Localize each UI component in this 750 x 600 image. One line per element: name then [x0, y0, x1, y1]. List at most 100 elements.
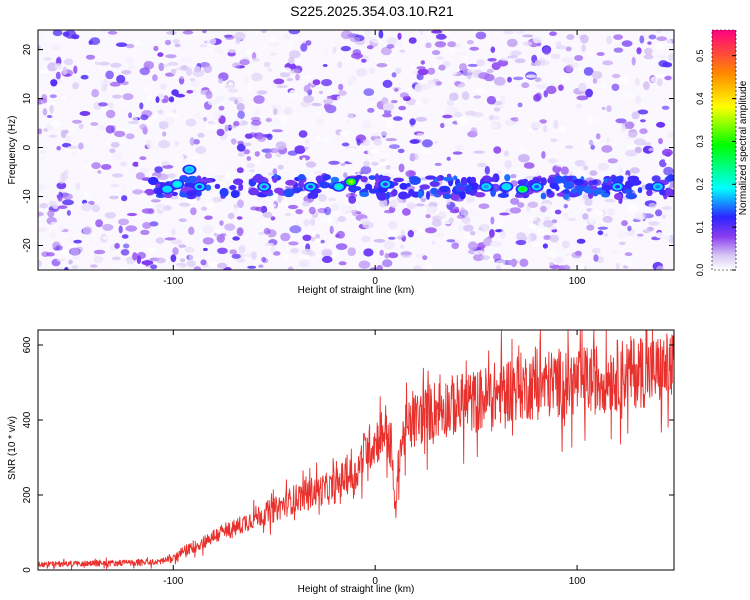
heatmap-cell [159, 121, 169, 130]
heatmap-cell [217, 247, 228, 254]
heatmap-cell [303, 146, 309, 150]
heatmap-cell [245, 48, 252, 55]
heatmap-cell [323, 98, 334, 105]
heatmap-cell [561, 56, 574, 64]
heatmap-cell [62, 31, 70, 37]
heatmap-cell [335, 243, 348, 251]
heatmap-cell [227, 212, 235, 220]
heatmap-cell [55, 71, 61, 80]
heatmap-cell [123, 243, 130, 249]
heatmap-cell [268, 203, 276, 208]
heatmap-cell [218, 105, 225, 111]
heatmap-cell [650, 76, 658, 83]
heatmap-cell [38, 226, 48, 232]
heatmap-cell [182, 30, 194, 35]
heatmap-cell [453, 52, 466, 56]
heatmap-cell [63, 189, 76, 194]
heatmap-cell [502, 30, 514, 35]
heatmap-ridge-cell [591, 179, 598, 185]
heatmap-cell [284, 160, 290, 164]
heatmap-cell [549, 262, 554, 266]
heatmap-cell [236, 216, 243, 220]
heatmap-cell [555, 164, 563, 167]
heatmap-cell [73, 239, 82, 244]
heatmap-cell [231, 138, 237, 145]
heatmap-cell [594, 118, 601, 125]
heatmap-cell [200, 259, 207, 266]
heatmap-cell [478, 226, 483, 231]
heatmap-cell [457, 243, 469, 249]
heatmap-cell [120, 249, 130, 256]
heatmap-cell [105, 125, 115, 134]
heatmap-cell [314, 238, 322, 244]
heatmap-cell [62, 193, 73, 201]
heatmap-cell [202, 116, 208, 122]
heatmap-ridge-cell [562, 189, 570, 194]
heatmap-cell [434, 41, 447, 48]
heatmap-cell [254, 151, 260, 157]
heatmap-cell [476, 59, 485, 67]
heatmap-cell [110, 195, 117, 200]
heatmap-cell [414, 83, 423, 93]
heatmap-cell [456, 125, 462, 130]
heatmap-cell [303, 219, 310, 227]
heatmap-ridge-cell [292, 187, 304, 192]
heatmap-cell [328, 160, 340, 165]
heatmap-cell [321, 79, 333, 87]
heatmap-cell [127, 64, 135, 71]
heatmap-cell [178, 244, 187, 248]
heatmap-cell [270, 104, 277, 110]
heatmap-cell [619, 76, 631, 83]
heatmap-cell [46, 252, 55, 257]
heatmap-ridge-cell [376, 191, 387, 201]
heatmap-cell [276, 84, 288, 89]
heatmap-cell [382, 102, 395, 111]
heatmap-cell [68, 124, 75, 132]
heatmap-cell [492, 219, 503, 227]
heatmap-cell [507, 55, 518, 59]
heatmap-cell [238, 245, 246, 254]
heatmap-cell [606, 35, 612, 45]
heatmap-ridge-cell [285, 179, 296, 186]
heatmap-cell [643, 81, 650, 91]
heatmap-cell [264, 242, 275, 246]
heatmap-ridge-cell [665, 188, 674, 197]
heatmap-cell [558, 84, 564, 91]
heatmap-cell [157, 109, 164, 114]
heatmap-cell [139, 67, 150, 76]
heatmap-cell [98, 61, 111, 66]
heatmap-cell [452, 151, 463, 155]
heatmap-cell [511, 117, 520, 122]
heatmap-cell [562, 30, 570, 36]
heatmap-cell [522, 34, 534, 38]
heatmap-cell [119, 140, 127, 144]
heatmap-cell [251, 72, 263, 82]
heatmap-x-axis-label: Height of straight line (km) [298, 285, 415, 296]
heatmap-cell [590, 208, 598, 214]
heatmap-cell [170, 239, 183, 245]
heatmap-cell [382, 259, 393, 268]
heatmap-cell [528, 223, 537, 230]
heatmap-cell [517, 102, 523, 108]
heatmap-cell [70, 247, 80, 256]
heatmap-ridge-cell [351, 186, 362, 191]
heatmap-cell [465, 110, 477, 116]
heatmap-cell [463, 224, 474, 232]
heatmap-ridge-cell [514, 193, 524, 198]
heatmap-cell [207, 99, 219, 106]
heatmap-ridge-cell [570, 188, 578, 194]
heatmap-ridge-cell [517, 179, 527, 186]
heatmap-cell [515, 239, 527, 246]
heatmap-cell [116, 74, 126, 84]
heatmap-ridge-cell [563, 181, 575, 190]
heatmap-cell [224, 84, 236, 89]
heatmap-cell [267, 67, 273, 73]
colorbar-tick-label: 0.1 [695, 221, 705, 234]
heatmap-cell [348, 205, 358, 213]
heatmap-cell [648, 147, 654, 152]
heatmap-cell [382, 79, 393, 88]
heatmap-cell [402, 208, 411, 216]
heatmap-cell [560, 258, 568, 263]
heatmap-cell [577, 65, 582, 72]
